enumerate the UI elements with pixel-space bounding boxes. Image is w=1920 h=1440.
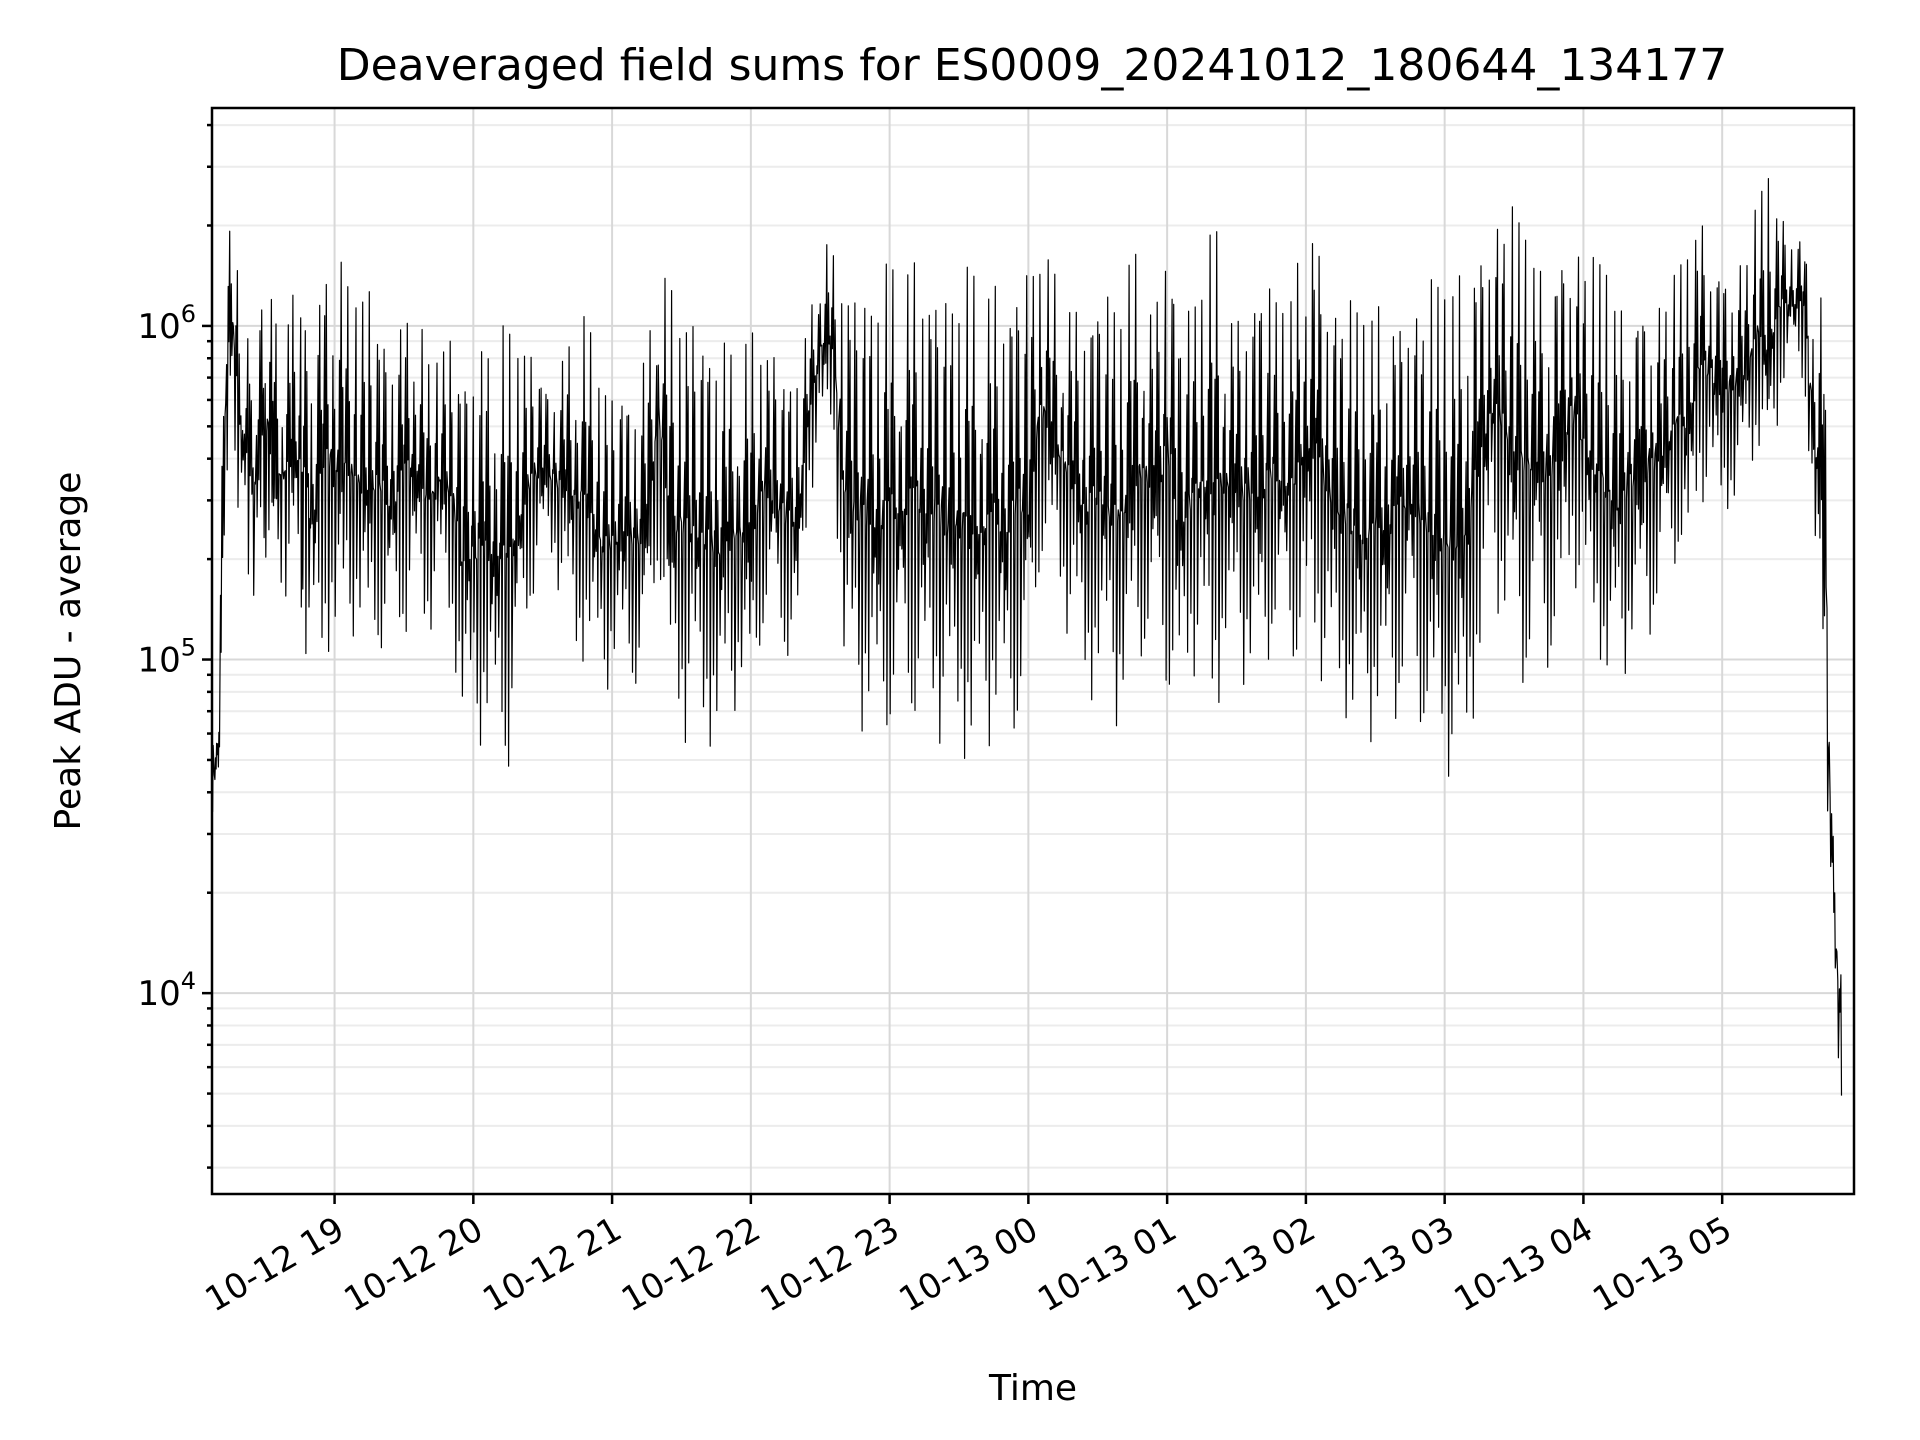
x-axis-label: Time (988, 1368, 1077, 1409)
chart-title: Deaveraged field sums for ES0009_2024101… (337, 40, 1728, 91)
y-tick-label: 104 (137, 967, 196, 1014)
series-line (211, 178, 1843, 1096)
x-tick-label: 10-12 20 (337, 1209, 489, 1320)
x-tick-label: 10-13 00 (892, 1209, 1044, 1320)
x-tick-label: 10-13 02 (1170, 1209, 1322, 1320)
x-tick-label: 10-12 21 (476, 1209, 628, 1320)
y-tick-label: 105 (137, 634, 196, 681)
x-tick-label: 10-13 05 (1586, 1209, 1738, 1320)
x-tick-label: 10-13 01 (1031, 1209, 1183, 1320)
x-tick-label: 10-12 22 (615, 1209, 767, 1320)
y-tick-label: 106 (137, 300, 196, 347)
y-axis-label: Peak ADU - average (48, 472, 89, 831)
plot-frame (210, 106, 1856, 1196)
series-layer (211, 178, 1843, 1096)
x-tick-label: 10-13 03 (1309, 1209, 1461, 1320)
x-tick-label: 10-12 19 (199, 1209, 351, 1320)
x-tick-label: 10-12 23 (754, 1209, 906, 1320)
x-tick-label: 10-13 04 (1448, 1209, 1600, 1320)
